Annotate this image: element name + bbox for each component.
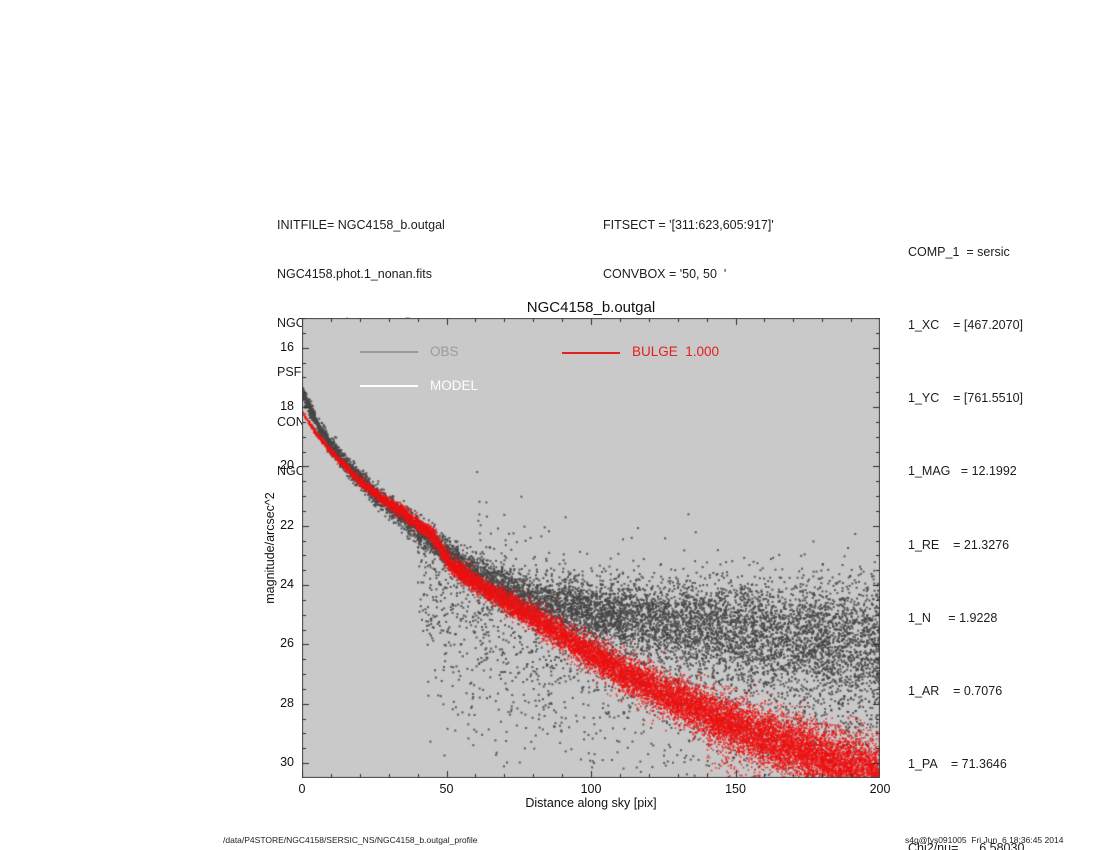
y-tick-label: 22: [280, 517, 294, 532]
footer-file-path: /data/P4STORE/NGC4158/SERSIC_NS/NGC4158_…: [223, 835, 478, 845]
y-tick-label: 16: [280, 339, 294, 354]
header-line: INITFILE= NGC4158_b.outgal: [277, 217, 445, 232]
header-line: NGC4158.phot.1_nonan.fits: [277, 267, 432, 282]
y-tick-label: 28: [280, 695, 294, 710]
x-axis-label: Distance along sky [pix]: [525, 796, 657, 810]
scatter-canvas: [302, 318, 880, 778]
y-tick-label: 30: [280, 755, 294, 770]
x-tick-label: 50: [439, 782, 454, 796]
param-line: 1_N = 1.9228: [908, 610, 998, 625]
profile-plot: OBS MODEL BULGE 1.000: [302, 318, 880, 778]
param-line: 1_MAG = 12.1992: [908, 464, 1017, 479]
x-tick-label: 200: [869, 782, 891, 796]
plot-title: NGC4158_b.outgal: [526, 299, 656, 316]
y-tick-label: 20: [280, 458, 294, 473]
param-line: COMP_1 = sersic: [908, 244, 1010, 259]
x-tick-label: 0: [298, 782, 306, 796]
param-line: 1_RE = 21.3276: [908, 537, 1010, 552]
y-tick-label: 26: [280, 636, 294, 651]
x-tick-label: 150: [725, 782, 746, 796]
legend-bulge-line: [562, 352, 620, 354]
legend-bulge-label: BULGE 1.000: [632, 344, 720, 359]
chi2-value: Chi2/nu= 6.58030: [908, 840, 1025, 850]
footer-timestamp: s4g@fys091005 Fri Jun 6 18:36:45 2014: [905, 835, 1064, 845]
legend-obs-line: [360, 351, 418, 353]
header-line: FITSECT = '[311:623,605:917]': [603, 217, 774, 232]
header-fit-parameters: COMP_1 = sersic 1_XC = [467.2070] 1_YC =…: [908, 191, 1024, 850]
y-tick-label: 18: [280, 399, 294, 414]
param-line: 1_PA = 71.3646: [908, 757, 1007, 772]
param-line: 1_XC = [467.2070]: [908, 318, 1024, 333]
legend-obs-label: OBS: [430, 344, 459, 359]
param-line: 1_YC = [761.5510]: [908, 391, 1024, 406]
param-line: 1_AR = 0.7076: [908, 684, 1003, 699]
x-tick-label: 100: [580, 782, 602, 796]
y-tick-label: 24: [280, 577, 294, 592]
legend-model-line: [360, 385, 418, 387]
header-line: CONVBOX = '50, 50 ': [603, 267, 727, 282]
legend-model-label: MODEL: [430, 378, 479, 393]
